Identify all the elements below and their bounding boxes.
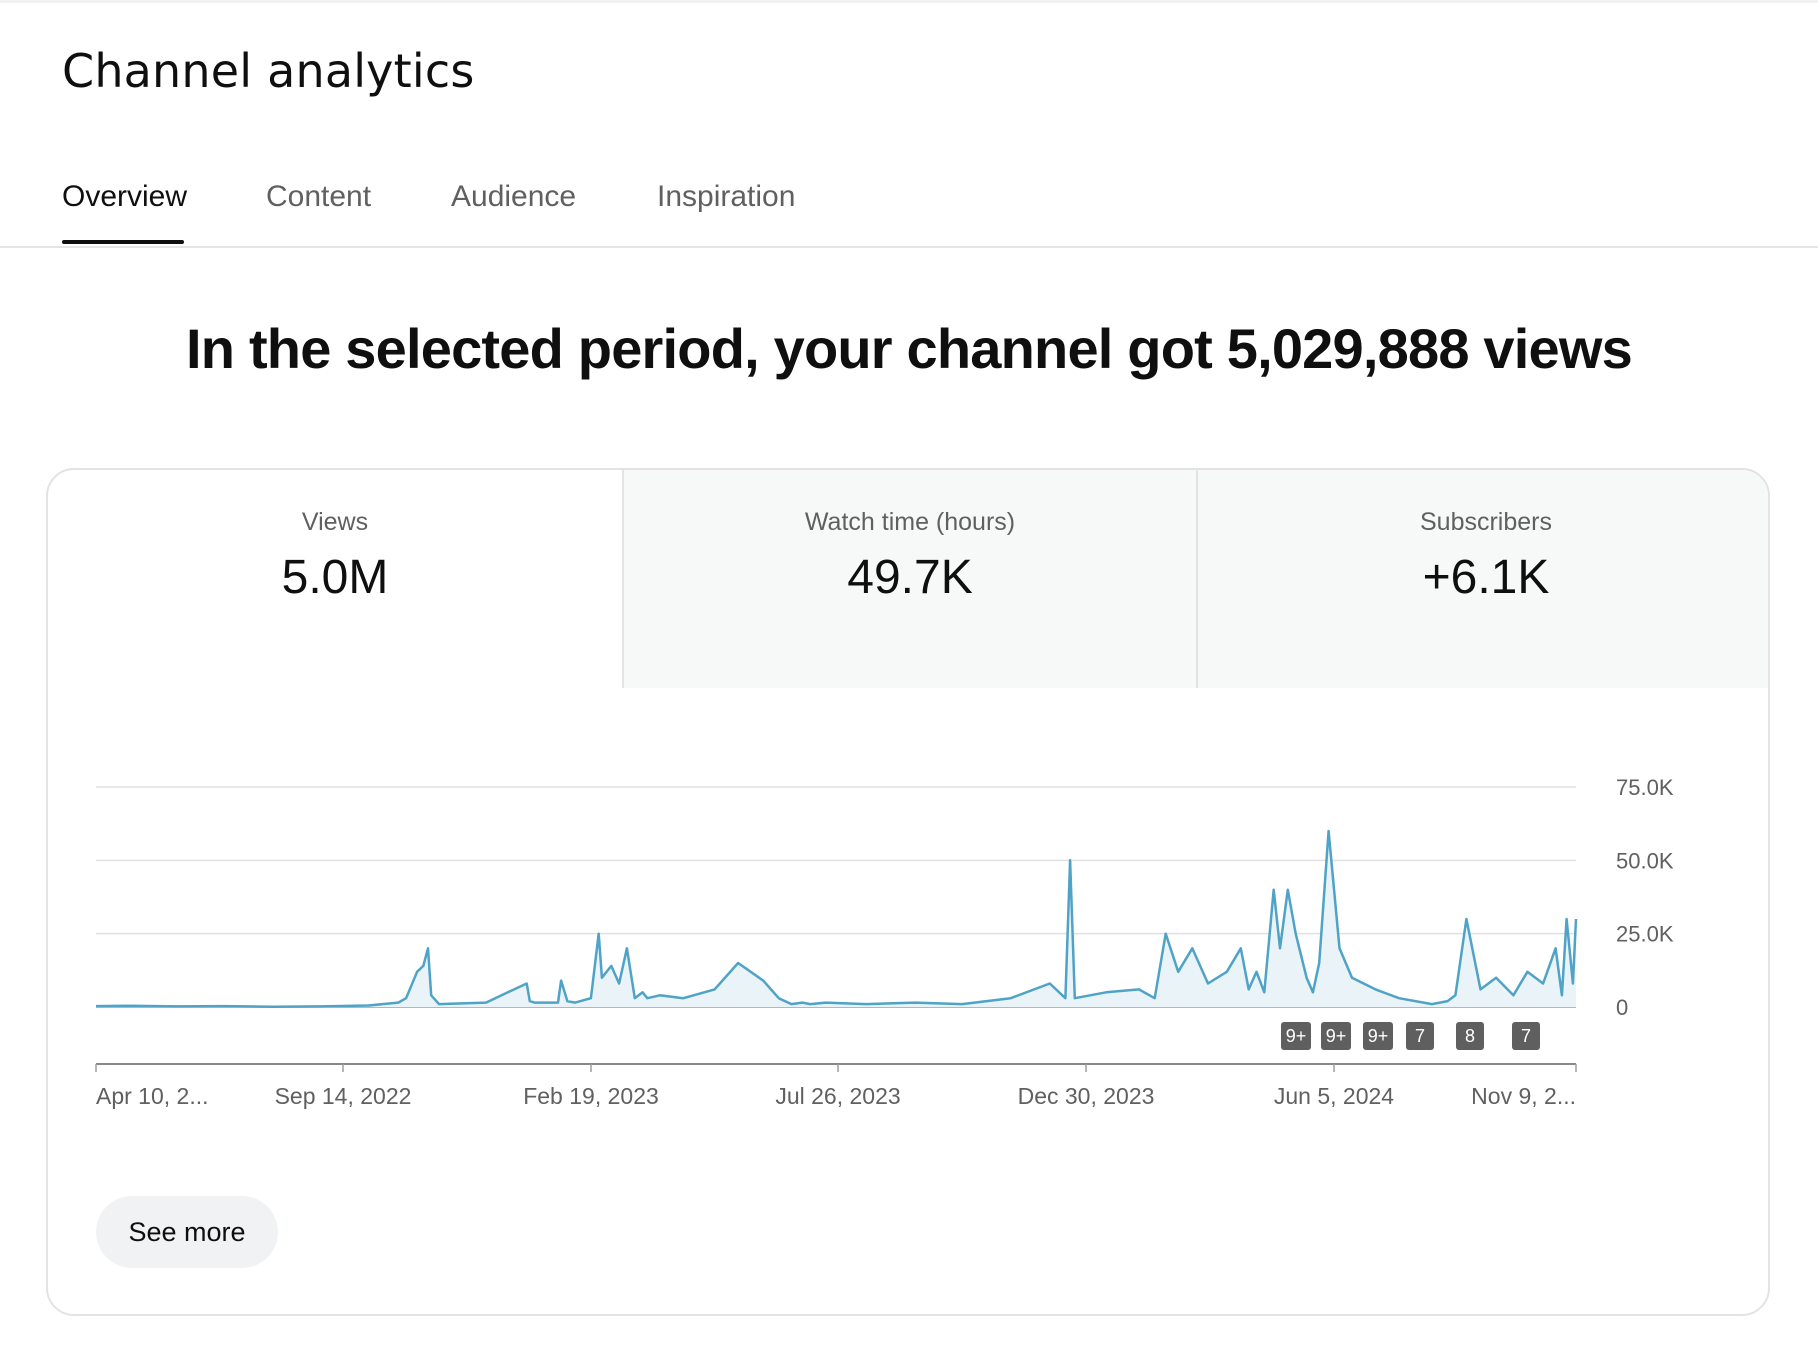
annotation-badge (1512, 1022, 1540, 1050)
metric-watch-time[interactable]: Watch time (hours) 49.7K (622, 470, 1196, 688)
views-chart-svg: 0 25.0K 50.0K 75.0K 9+ 9+ 9+ 7 8 7 Apr 10, 2... Sep… (95, 775, 1674, 1109)
x-tick-label: Apr 10, 2... (96, 1083, 209, 1109)
tab-audience[interactable]: Audience (451, 180, 577, 213)
metric-label: Subscribers (1420, 508, 1552, 536)
tab-inspiration[interactable]: Inspiration (657, 180, 796, 213)
x-tick-label: Jun 5, 2024 (1274, 1083, 1394, 1109)
annotation-label: 7 (1415, 1026, 1425, 1046)
active-tab-indicator (62, 240, 184, 244)
x-tick-label: Nov 9, 2... (1471, 1083, 1576, 1109)
see-more-button[interactable]: See more (96, 1196, 278, 1268)
series-area (96, 831, 1576, 1007)
annotation-label: 8 (1465, 1026, 1475, 1046)
tab-bar: Overview Content Audience Inspiration (0, 160, 1818, 248)
annotation-badge (1281, 1022, 1311, 1050)
annotation-badge (1456, 1022, 1484, 1050)
metric-label: Views (301, 508, 369, 536)
metric-value: +6.1K (1422, 551, 1550, 604)
annotation-badge (1406, 1022, 1434, 1050)
metric-label: Watch time (hours) (804, 508, 1016, 536)
annotation-label: 9+ (1326, 1026, 1347, 1046)
x-tick-label: Feb 19, 2023 (523, 1083, 659, 1109)
y-tick-label: 0 (1616, 995, 1628, 1020)
analytics-card: Views 5.0M Watch time (hours) 49.7K Subs… (46, 468, 1770, 1316)
metric-value: 49.7K (847, 551, 973, 604)
y-tick-label: 25.0K (1616, 922, 1674, 947)
tab-overview[interactable]: Overview (62, 180, 188, 213)
annotation-badge (1363, 1022, 1393, 1050)
annotation-label: 9+ (1286, 1026, 1307, 1046)
annotation-label: 9+ (1368, 1026, 1389, 1046)
views-chart: 0 25.0K 50.0K 75.0K 9+ 9+ 9+ 7 8 7 Apr 10, 2... Sep… (48, 688, 1768, 1128)
tab-content[interactable]: Content (266, 180, 372, 213)
y-tick-label: 50.0K (1616, 848, 1674, 873)
top-divider (0, 0, 1818, 3)
x-tick-label: Sep 14, 2022 (275, 1083, 412, 1109)
views-headline: In the selected period, your channel got… (186, 317, 1633, 380)
metric-subscribers[interactable]: Subscribers +6.1K (1196, 470, 1768, 688)
annotation-badge (1321, 1022, 1351, 1050)
x-tick-label: Dec 30, 2023 (1018, 1083, 1155, 1109)
metric-views[interactable]: Views 5.0M (48, 470, 622, 688)
series-line (95, 829, 1578, 1008)
metric-value: 5.0M (281, 551, 389, 604)
annotation-label: 7 (1521, 1026, 1531, 1046)
page-title: Channel analytics (62, 44, 475, 98)
y-tick-label: 75.0K (1616, 775, 1674, 800)
x-tick-label: Jul 26, 2023 (775, 1083, 900, 1109)
